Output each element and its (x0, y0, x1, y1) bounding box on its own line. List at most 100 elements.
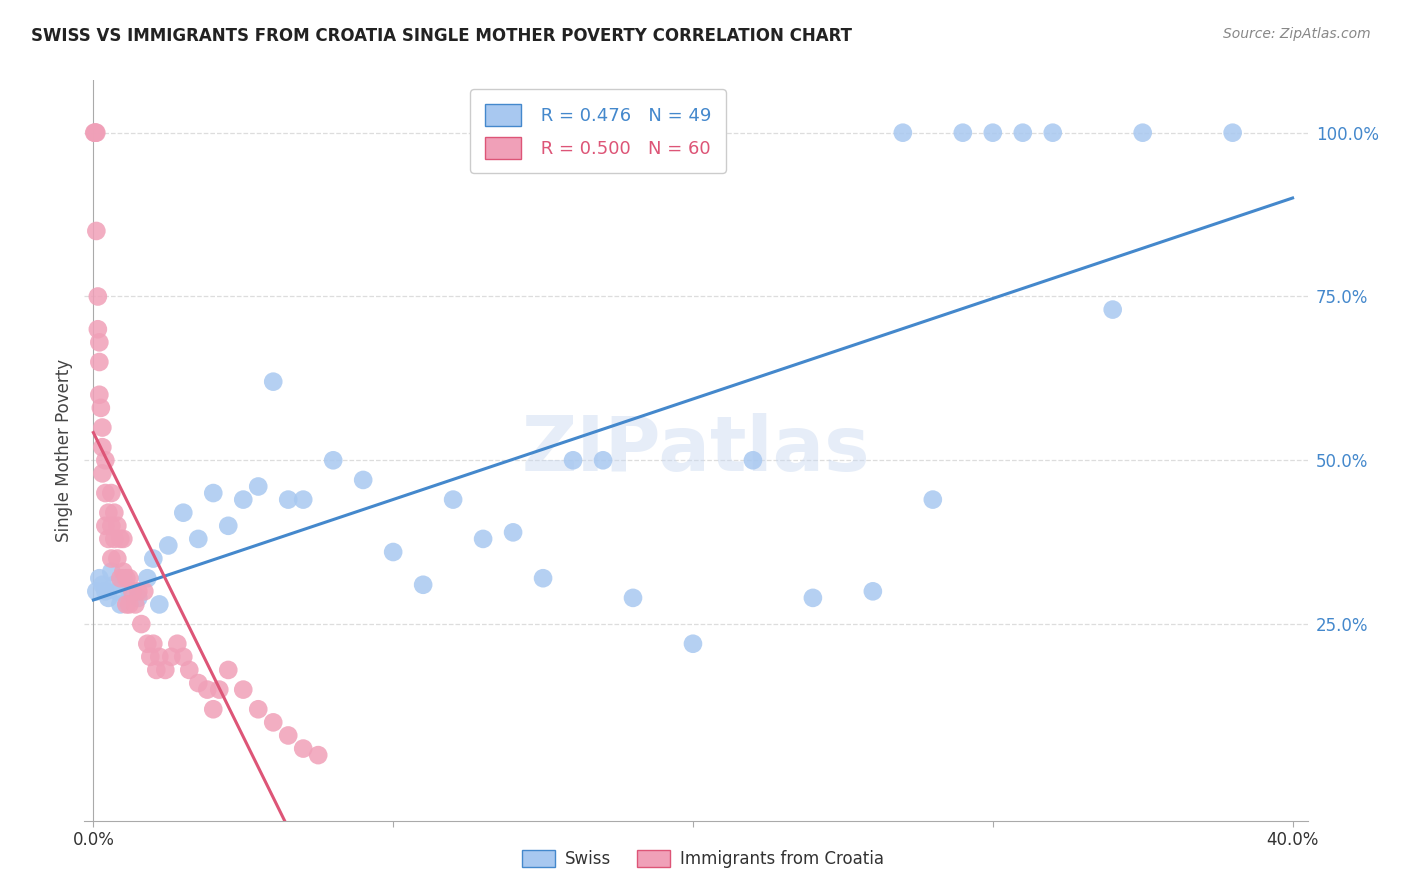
Point (1011, 126, 1033, 140)
Point (89, 355, 111, 369)
Point (172, 506, 194, 520)
Point (103, 578, 125, 592)
Point (232, 682, 254, 697)
Point (1042, 126, 1064, 140)
Point (112, 571, 135, 585)
Point (208, 682, 231, 697)
Point (115, 571, 138, 585)
Point (157, 539, 180, 553)
Point (110, 532, 132, 546)
Point (682, 637, 704, 651)
Point (103, 532, 125, 546)
Point (862, 584, 884, 599)
Point (112, 532, 135, 546)
Point (94, 486, 117, 500)
Point (89, 335, 111, 350)
Point (91, 467, 114, 481)
Point (502, 525, 524, 540)
Point (100, 565, 122, 579)
Point (277, 492, 299, 507)
Point (139, 649, 162, 664)
Point (217, 663, 239, 677)
Point (145, 663, 167, 677)
Text: Source: ZipAtlas.com: Source: ZipAtlas.com (1223, 27, 1371, 41)
Text: SWISS VS IMMIGRANTS FROM CROATIA SINGLE MOTHER POVERTY CORRELATION CHART: SWISS VS IMMIGRANTS FROM CROATIA SINGLE … (31, 27, 852, 45)
Point (110, 598, 132, 612)
Point (136, 571, 159, 585)
Point (217, 518, 239, 533)
Point (262, 715, 284, 730)
Point (94, 518, 117, 533)
Point (112, 565, 135, 579)
Point (97, 506, 120, 520)
Point (142, 637, 165, 651)
Point (118, 571, 141, 585)
Point (118, 584, 141, 599)
Point (89, 571, 111, 585)
Point (110, 571, 132, 585)
Point (247, 479, 270, 493)
Point (179, 663, 201, 677)
Point (307, 748, 329, 763)
Point (592, 453, 614, 467)
Point (89, 388, 111, 402)
Point (100, 551, 122, 566)
Point (148, 598, 170, 612)
Point (97, 532, 120, 546)
Point (562, 453, 585, 467)
Point (127, 584, 149, 599)
Point (247, 702, 270, 716)
Point (322, 453, 344, 467)
Point (292, 741, 315, 756)
Point (981, 126, 1004, 140)
Point (195, 682, 218, 697)
Point (91, 440, 114, 454)
Point (292, 492, 315, 507)
Point (1222, 126, 1244, 140)
Point (118, 598, 141, 612)
Point (97, 591, 120, 605)
Point (172, 649, 194, 664)
Point (382, 545, 405, 559)
Point (621, 591, 644, 605)
Point (83, 126, 105, 140)
Point (124, 598, 146, 612)
Point (202, 486, 225, 500)
Point (136, 637, 159, 651)
Point (801, 591, 824, 605)
Point (952, 126, 974, 140)
Point (105, 518, 128, 533)
Point (100, 518, 122, 533)
Legend:  R = 0.476   N = 49,  R = 0.500   N = 60: R = 0.476 N = 49, R = 0.500 N = 60 (470, 89, 725, 173)
Point (921, 492, 943, 507)
Point (94, 453, 117, 467)
Point (277, 729, 299, 743)
Point (531, 571, 554, 585)
Point (134, 584, 156, 599)
Point (131, 617, 153, 632)
Point (187, 676, 209, 690)
Point (187, 532, 209, 546)
Point (262, 375, 284, 389)
Point (1132, 126, 1154, 140)
Point (86, 224, 108, 238)
Point (94, 584, 117, 599)
Point (166, 637, 188, 651)
Point (83, 126, 105, 140)
Point (105, 584, 128, 599)
Point (121, 584, 143, 599)
Point (86, 584, 108, 599)
Point (91, 420, 114, 434)
Point (155, 663, 177, 677)
Point (742, 453, 765, 467)
Point (202, 702, 225, 716)
Y-axis label: Single Mother Poverty: Single Mother Poverty (55, 359, 73, 542)
Point (90, 401, 112, 415)
Point (87, 289, 110, 303)
Point (1101, 302, 1123, 317)
Point (100, 486, 122, 500)
Point (232, 492, 254, 507)
Point (103, 506, 125, 520)
Point (352, 473, 374, 487)
Point (412, 578, 434, 592)
